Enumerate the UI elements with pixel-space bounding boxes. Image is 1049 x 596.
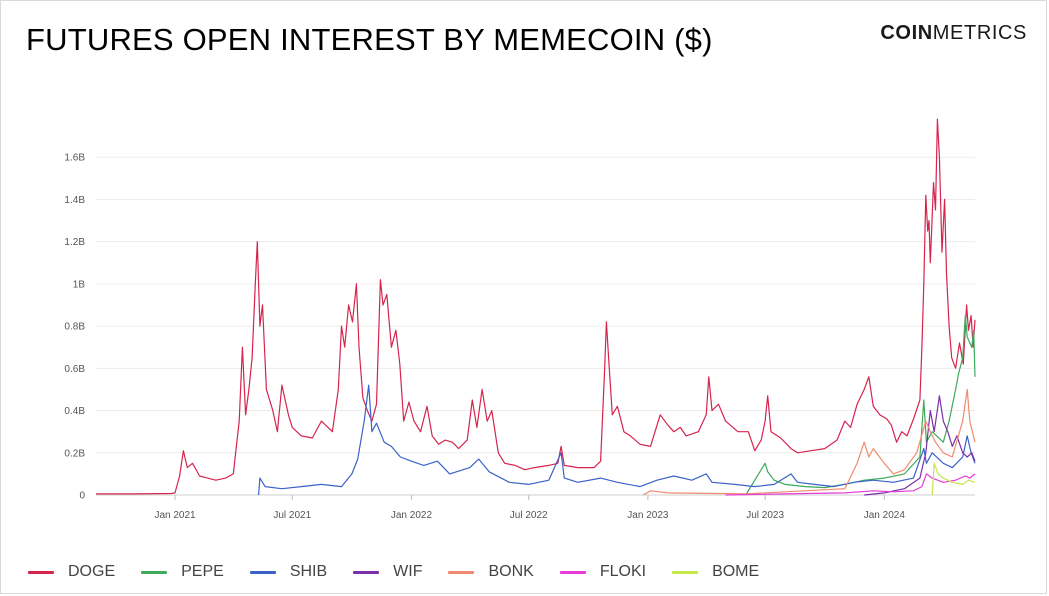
y-tick-label: 1.4B [64, 195, 85, 206]
y-tick-label: 0 [79, 491, 85, 502]
legend: DOGE PEPE SHIB WIF BONK FLOKI BOME [28, 561, 785, 583]
x-tick-label: Jan 2023 [627, 510, 669, 521]
series-line-bonk [643, 388, 976, 496]
coinmetrics-logo: COINMETRICS [880, 22, 1027, 45]
y-tick-label: 1.6B [64, 153, 85, 164]
legend-item-floki[interactable]: FLOKI [559, 563, 647, 581]
legend-label: FLOKI [599, 563, 647, 580]
x-tick-label: Jul 2022 [510, 510, 548, 521]
series-line-doge [96, 118, 976, 495]
legend-swatch [249, 570, 276, 574]
series-line-wif [864, 395, 976, 496]
x-axis-ticks: Jan 2021 Jul 2021 Jan 2022 Jul 2022 Jan 2023… [154, 495, 905, 521]
legend-item-doge[interactable]: DOGE [28, 563, 115, 581]
x-tick-label: Jul 2023 [746, 510, 784, 521]
legend-item-wif[interactable]: WIF [353, 563, 422, 581]
legend-swatch [672, 570, 699, 574]
x-tick-label: Jul 2021 [273, 510, 311, 521]
x-tick-label: Jan 2021 [154, 510, 196, 521]
legend-item-bome[interactable]: BOME [672, 563, 759, 581]
legend-swatch [28, 570, 54, 574]
legend-swatch [353, 570, 380, 574]
series-line-shib [258, 384, 976, 496]
legend-label: WIF [393, 563, 423, 580]
legend-item-shib[interactable]: SHIB [249, 563, 328, 581]
legend-swatch [141, 570, 168, 574]
series-line-floki [725, 473, 976, 496]
y-tick-label: 1B [73, 279, 86, 290]
legend-swatch [448, 570, 475, 574]
legend-label: DOGE [68, 563, 116, 580]
y-tick-label: 0.4B [64, 406, 85, 417]
logo-metrics-text: METRICS [932, 22, 1027, 44]
legend-item-bonk[interactable]: BONK [448, 563, 534, 581]
series-lines [96, 118, 976, 496]
x-tick-label: Jan 2022 [391, 510, 433, 521]
gridlines [96, 156, 975, 496]
legend-item-pepe[interactable]: PEPE [141, 563, 224, 581]
legend-label: BOME [712, 563, 760, 580]
legend-swatch [559, 570, 586, 574]
y-tick-label: 0.6B [64, 364, 85, 375]
legend-label: SHIB [289, 563, 328, 580]
series-line-bome [931, 462, 976, 496]
logo-coin-text: COIN [880, 22, 933, 44]
line-chart: 0 0.2B 0.4B 0.6B 0.8B 1B 1.2B 1.4B 1.6B Jan 2021… [64, 118, 976, 521]
legend-label: BONK [488, 563, 534, 580]
y-tick-label: 1.2B [64, 237, 85, 248]
legend-label: PEPE [181, 563, 224, 580]
chart-title: FUTURES OPEN INTEREST BY MEMECOIN ($) [26, 22, 713, 57]
series-line-pepe [745, 315, 976, 496]
y-tick-label: 0.8B [64, 322, 85, 333]
y-axis-ticks: 0 0.2B 0.4B 0.6B 0.8B 1B 1.2B 1.4B 1.6B [64, 153, 85, 502]
y-tick-label: 0.2B [64, 448, 85, 459]
x-tick-label: Jan 2024 [864, 510, 906, 521]
